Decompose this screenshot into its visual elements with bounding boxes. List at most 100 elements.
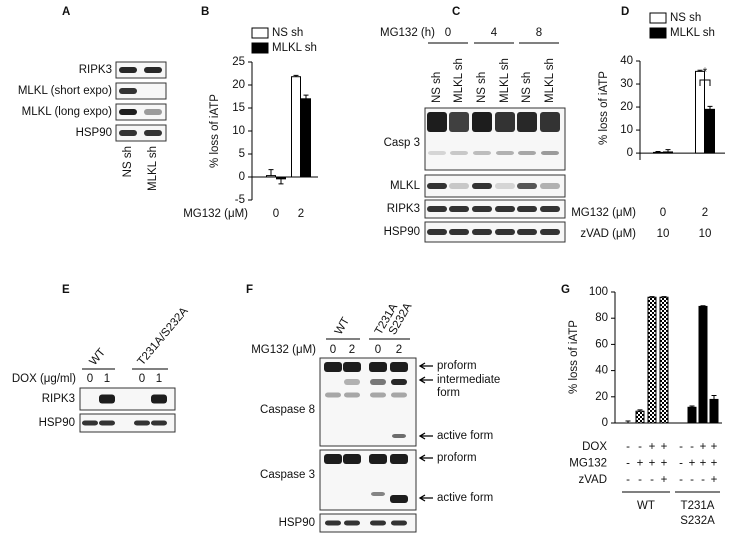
lane-label: NS sh xyxy=(122,146,134,177)
lane-label: MLKL sh xyxy=(499,58,511,103)
band xyxy=(324,362,342,372)
arrow-label: proform xyxy=(437,360,477,372)
band xyxy=(144,67,162,73)
arrow-label: intermediate xyxy=(437,374,500,386)
band xyxy=(119,67,137,73)
band xyxy=(151,420,167,426)
band xyxy=(144,109,162,115)
condition-sign: + xyxy=(637,458,644,470)
y-tick-label: 100 xyxy=(589,286,608,298)
condition-sign: + xyxy=(711,458,718,470)
band xyxy=(99,420,115,426)
band xyxy=(495,183,515,189)
error-bar xyxy=(303,94,309,99)
y-tick-label: 20 xyxy=(232,79,245,91)
bar xyxy=(276,176,286,180)
band xyxy=(495,229,515,235)
arrow xyxy=(418,376,433,384)
x-tick-label: 2 xyxy=(298,208,304,220)
y-tick-label: 80 xyxy=(595,312,608,324)
arrow xyxy=(418,494,433,502)
condition-sign: - xyxy=(626,474,630,486)
band xyxy=(540,206,560,212)
x-row-label: MG132 (μM) xyxy=(571,207,636,219)
condition-sign: + xyxy=(700,458,707,470)
blot-label: RIPK3 xyxy=(79,64,112,76)
band xyxy=(428,151,446,155)
y-tick-label: 10 xyxy=(620,124,633,136)
timepoint: 0 xyxy=(445,27,451,39)
band xyxy=(119,130,137,136)
significance-bracket xyxy=(699,79,711,86)
band xyxy=(472,112,492,132)
blot-label: RIPK3 xyxy=(387,203,420,215)
condition-sign: - xyxy=(650,474,654,486)
band xyxy=(370,379,386,385)
band xyxy=(134,420,150,426)
blot xyxy=(115,82,167,100)
bar xyxy=(709,398,719,424)
y-tick-label: -5 xyxy=(235,194,245,206)
dose: 0 xyxy=(139,373,145,385)
condition-sign: + xyxy=(661,441,668,453)
band xyxy=(518,151,536,155)
dose: 0 xyxy=(87,373,93,385)
bar xyxy=(266,175,276,178)
y-tick-label: 40 xyxy=(595,365,608,377)
condition-sign: - xyxy=(679,441,683,453)
lane-label: NS sh xyxy=(476,72,488,103)
band xyxy=(390,362,408,372)
bar xyxy=(647,296,657,424)
group-label: WT xyxy=(333,316,352,337)
blot xyxy=(79,387,176,411)
error-bar xyxy=(700,305,706,307)
bar xyxy=(705,108,715,154)
band xyxy=(390,495,408,503)
arrow xyxy=(418,432,433,440)
band xyxy=(392,434,406,438)
band xyxy=(391,520,407,526)
blot-label: Caspase 3 xyxy=(260,469,315,481)
blot xyxy=(115,124,167,142)
timepoint: 8 xyxy=(536,27,542,39)
arrow-label: proform xyxy=(437,452,477,464)
condition-label: zVAD xyxy=(578,474,607,486)
error-bar xyxy=(268,169,274,176)
legend-swatch xyxy=(251,27,269,39)
arrow xyxy=(418,362,433,370)
blot xyxy=(319,513,417,533)
blot-label: MLKL (long expo) xyxy=(22,106,113,118)
group-label: T231A/S232A xyxy=(135,305,190,368)
error-bar xyxy=(665,149,671,152)
lane-label: NS sh xyxy=(431,72,443,103)
y-tick-label: 0 xyxy=(602,417,608,429)
treatment-label: DOX (μg/ml) xyxy=(12,373,76,385)
treatment-label: MG132 (μM) xyxy=(251,344,316,356)
blot-label: HSP90 xyxy=(76,127,112,139)
blot-label: Casp 3 xyxy=(384,137,420,149)
y-tick-label: 20 xyxy=(595,391,608,403)
error-bar xyxy=(278,178,284,185)
condition-sign: + xyxy=(700,441,707,453)
blot-label: HSP90 xyxy=(279,517,315,529)
x-tick-label: 10 xyxy=(699,228,712,240)
arrow-label: active form xyxy=(437,492,493,504)
lane-label: MLKL sh xyxy=(544,58,556,103)
band xyxy=(449,229,469,235)
band xyxy=(369,454,387,464)
y-tick-label: 5 xyxy=(239,148,245,160)
panel-letter: B xyxy=(201,6,209,18)
blot-label: Caspase 8 xyxy=(260,404,315,416)
x-tick-label: 10 xyxy=(657,228,670,240)
band xyxy=(119,88,137,94)
band xyxy=(472,206,492,212)
error-bar xyxy=(697,69,703,72)
dose: 2 xyxy=(396,344,402,356)
band xyxy=(517,206,537,212)
band xyxy=(119,109,137,115)
band xyxy=(391,392,407,398)
y-tick-label: 25 xyxy=(232,56,245,68)
y-tick-label: 0 xyxy=(239,171,245,183)
error-bar xyxy=(293,74,299,77)
legend-label: NS sh xyxy=(670,12,701,24)
